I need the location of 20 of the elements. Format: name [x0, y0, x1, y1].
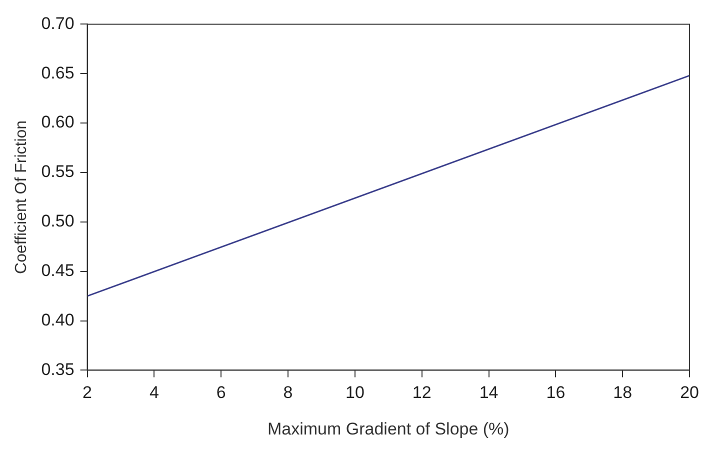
y-axis-title: Coefficient Of Friction	[13, 120, 30, 274]
y-tick-label: 0.70	[41, 14, 74, 33]
y-tick-label: 0.35	[41, 360, 74, 379]
y-tick-label: 0.65	[41, 63, 74, 82]
x-tick-label: 4	[149, 383, 159, 402]
x-tick-label: 8	[283, 383, 293, 402]
y-tick-label: 0.45	[41, 261, 74, 280]
y-tick-label: 0.55	[41, 162, 74, 182]
y-tick-label: 0.50	[41, 212, 74, 231]
x-tick-label: 10	[345, 383, 364, 402]
x-tick-label: 16	[546, 383, 566, 402]
x-tick-label: 20	[680, 383, 700, 402]
y-tick-label: 0.40	[41, 310, 74, 330]
x-axis-title: Maximum Gradient of Slope (%)	[267, 419, 510, 438]
x-tick-label: 14	[479, 383, 498, 402]
x-tick-label: 2	[82, 383, 92, 402]
x-tick-label: 6	[216, 383, 226, 402]
x-tick-label: 12	[412, 383, 432, 402]
x-tick-label: 18	[613, 383, 632, 402]
y-tick-label: 0.60	[41, 112, 74, 132]
